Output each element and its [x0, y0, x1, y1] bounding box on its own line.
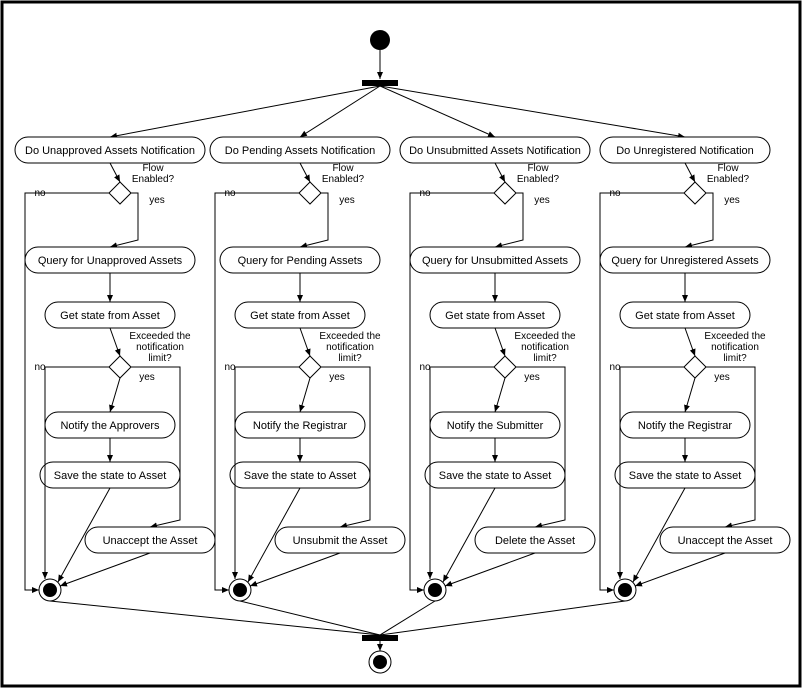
activity-alt-3-label: Unaccept the Asset	[678, 535, 773, 547]
final-node-inner	[43, 583, 57, 597]
label: Exceeded the	[129, 331, 191, 342]
activity-query-1-label: Query for Pending Assets	[238, 255, 363, 267]
activity-notify-1-label: Notify the Registrar	[253, 420, 347, 432]
label: yes	[339, 195, 355, 206]
activity-query-0-label: Query for Unapproved Assets	[38, 255, 183, 267]
activity-save-3-label: Save the state to Asset	[629, 470, 742, 482]
activity-getstate-1-label: Get state from Asset	[250, 310, 350, 322]
label: notification	[136, 342, 184, 353]
activity-top-3-label: Do Unregistered Notification	[616, 145, 754, 157]
label: Enabled?	[132, 174, 175, 185]
activity-save-1-label: Save the state to Asset	[244, 470, 357, 482]
label: limit?	[338, 353, 362, 364]
activity-alt-1-label: Unsubmit the Asset	[293, 535, 388, 547]
label: yes	[329, 372, 345, 383]
label: no	[34, 362, 46, 373]
fork	[362, 80, 398, 86]
activity-top-0-label: Do Unapproved Assets Notification	[25, 145, 195, 157]
label: Enabled?	[707, 174, 750, 185]
final-node-inner	[428, 583, 442, 597]
label: limit?	[148, 353, 172, 364]
activity-query-2-label: Query for Unsubmitted Assets	[422, 255, 569, 267]
frame	[2, 2, 800, 686]
label: Exceeded the	[319, 331, 381, 342]
label: Flow	[142, 163, 164, 174]
label: yes	[149, 195, 165, 206]
label: yes	[714, 372, 730, 383]
label: notification	[711, 342, 759, 353]
label: no	[224, 362, 236, 373]
label: Enabled?	[517, 174, 560, 185]
activity-getstate-2-label: Get state from Asset	[445, 310, 545, 322]
label: notification	[326, 342, 374, 353]
activity-top-2-label: Do Unsubmitted Assets Notification	[409, 145, 581, 157]
activity-getstate-3-label: Get state from Asset	[635, 310, 735, 322]
label: Flow	[332, 163, 354, 174]
label: limit?	[723, 353, 747, 364]
label: notification	[521, 342, 569, 353]
label: Flow	[527, 163, 549, 174]
label: yes	[534, 195, 550, 206]
label: Exceeded the	[514, 331, 576, 342]
final-node-inner	[618, 583, 632, 597]
label: no	[609, 362, 621, 373]
activity-notify-3-label: Notify the Registrar	[638, 420, 732, 432]
activity-alt-2-label: Delete the Asset	[495, 535, 575, 547]
final-node-inner	[233, 583, 247, 597]
activity-query-3-label: Query for Unregistered Assets	[611, 255, 759, 267]
activity-notify-2-label: Notify the Submitter	[447, 420, 544, 432]
label: yes	[524, 372, 540, 383]
label: yes	[139, 372, 155, 383]
activity-diagram: Do Unapproved Assets NotificationFlowEna…	[0, 0, 802, 688]
activity-save-0-label: Save the state to Asset	[54, 470, 167, 482]
label: Exceeded the	[704, 331, 766, 342]
activity-save-2-label: Save the state to Asset	[439, 470, 552, 482]
initial-node	[370, 30, 390, 50]
label: limit?	[533, 353, 557, 364]
final-node-inner	[373, 655, 387, 669]
label: Enabled?	[322, 174, 365, 185]
label: Flow	[717, 163, 739, 174]
activity-getstate-0-label: Get state from Asset	[60, 310, 160, 322]
join	[362, 635, 398, 641]
label: yes	[724, 195, 740, 206]
activity-alt-0-label: Unaccept the Asset	[103, 535, 198, 547]
activity-notify-0-label: Notify the Approvers	[60, 420, 160, 432]
label: no	[419, 362, 431, 373]
activity-top-1-label: Do Pending Assets Notification	[225, 145, 375, 157]
